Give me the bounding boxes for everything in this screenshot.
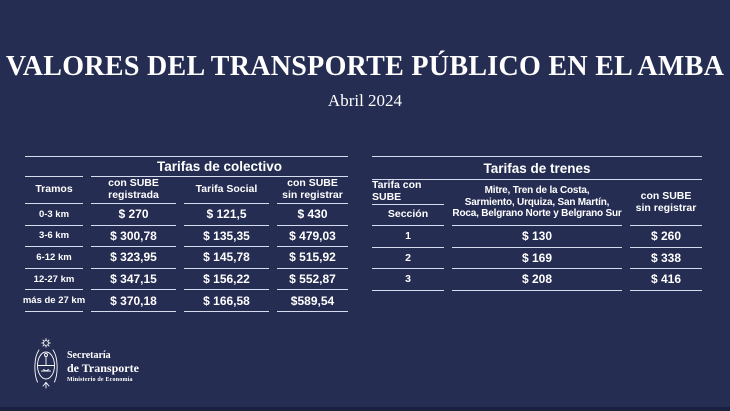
trenes-header-left: Tarifa con SUBE Sección [372,179,444,226]
header: VALORES DEL TRANSPORTE PÚBLICO EN EL AMB… [0,52,730,111]
fare-value: $ 515,92 [277,247,348,269]
colectivo-table: Tarifas de colectivo Tramos con SUBE reg… [23,156,348,312]
logo-line-secretaria: Secretaría [67,350,111,362]
tramo-label: más de 27 km [23,290,85,312]
colectivo-header-sube-sin-registrar: con SUBE sin registrar [277,177,348,204]
page-title: VALORES DEL TRANSPORTE PÚBLICO EN EL AMB… [5,51,725,82]
trenes-header-lines-list: Mitre, Tren de la Costa, Sarmiento, Urqu… [452,180,622,226]
government-logo: Secretaría de Transporte Ministerio de E… [33,338,139,397]
page-subtitle: Abril 2024 [327,91,403,111]
colectivo-header-row: Tramos con SUBE registrada Tarifa Social… [25,177,348,204]
colectivo-header-tarifa-social: Tarifa Social [184,177,269,204]
table-row: 12-27 km $ 347,15 $ 156,22 $ 552,87 [25,269,348,291]
bottom-accent-bar [0,407,730,411]
colectivo-table-title: Tarifas de colectivo [91,157,348,177]
trenes-table-title: Tarifas de trenes [372,157,702,180]
colectivo-title-spacer [25,157,83,177]
table-row: 2 $ 169 $ 338 [372,248,702,269]
table-row: 0-3 km $ 270 $ 121,5 $ 430 [25,204,348,226]
table-row: 3-6 km $ 300,78 $ 135,35 $ 479,03 [25,226,348,248]
fare-value: $589,54 [277,290,348,312]
fare-value: $ 121,5 [184,204,269,226]
trenes-header-seccion: Sección [387,207,429,220]
fare-value: $ 169 [452,248,622,269]
fare-value: $ 135,35 [184,226,269,248]
tramo-label: 12-27 km [25,269,83,291]
table-row: 1 $ 130 $ 260 [372,226,702,248]
colectivo-title-row: Tarifas de colectivo [25,157,348,177]
fare-value: $ 145,78 [184,247,269,269]
trenes-header-sube-sin-registrar: con SUBE sin registrar [630,180,702,226]
fare-value: $ 479,03 [277,226,348,248]
fare-value: $ 430 [277,204,348,226]
seccion-label: 1 [372,226,444,248]
table-row: 3 $ 208 $ 416 [372,269,702,291]
colectivo-header-tramos: Tramos [25,177,83,204]
seccion-label: 2 [372,248,444,269]
trenes-header-tarifa-con-sube: Tarifa con SUBE [372,179,444,205]
fare-value: $ 208 [452,269,622,291]
argentina-coat-of-arms-icon [33,338,59,397]
logo-line-ministerio: Ministerio de Economía [67,376,133,383]
fare-value: $ 300,78 [91,226,176,248]
colectivo-header-sube-registrada: con SUBE registrada [91,177,176,204]
table-row: más de 27 km $ 370,18 $ 166,58 $589,54 [23,290,348,312]
logo-text: Secretaría de Transporte Ministerio de E… [67,350,139,384]
seccion-label: 3 [372,269,444,291]
fare-value: $ 270 [91,204,176,226]
fare-value: $ 130 [452,226,622,248]
tramo-label: 6-12 km [25,247,83,269]
fare-value: $ 416 [630,269,702,291]
trenes-header-row: Tarifa con SUBE Sección Mitre, Tren de l… [372,179,702,226]
tramo-label: 0-3 km [25,204,83,226]
fare-value: $ 260 [630,226,702,248]
fare-value: $ 156,22 [184,269,269,291]
fare-value: $ 370,18 [91,290,176,312]
fare-value: $ 347,15 [91,269,176,291]
tramo-label: 3-6 km [25,226,83,248]
fare-value: $ 338 [630,248,702,269]
table-row: 6-12 km $ 323,95 $ 145,78 $ 515,92 [25,247,348,269]
fare-value: $ 323,95 [91,247,176,269]
trenes-table: Tarifas de trenes Tarifa con SUBE Secció… [372,156,702,291]
fare-value: $ 166,58 [184,290,269,312]
logo-line-de-transporte: de Transporte [67,360,139,375]
fare-value: $ 552,87 [277,269,348,291]
